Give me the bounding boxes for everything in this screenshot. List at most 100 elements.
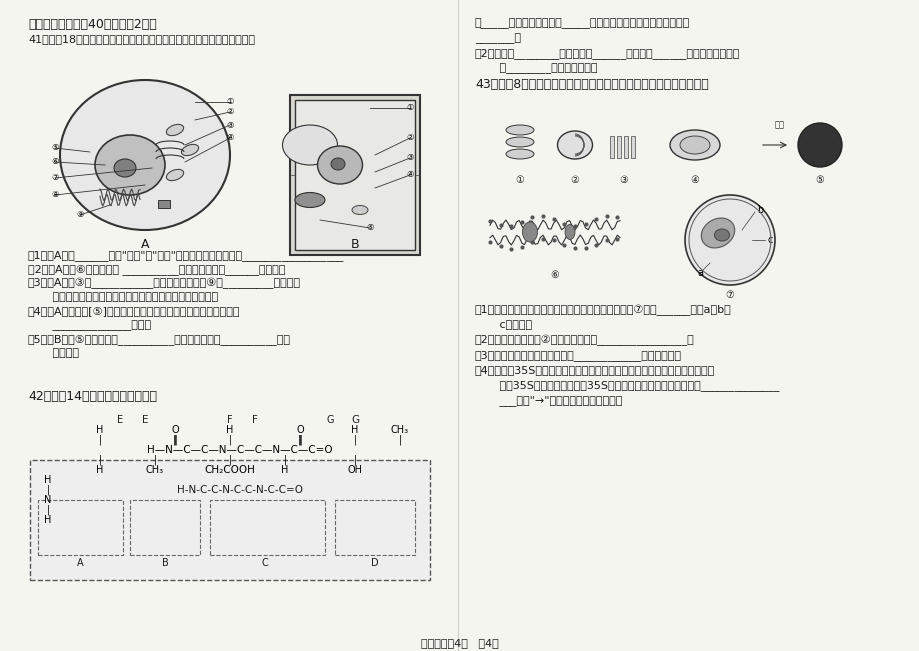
FancyBboxPatch shape <box>289 95 420 255</box>
Text: ___（用"→"和序号表示先后顺序）。: ___（用"→"和序号表示先后顺序）。 <box>474 395 621 406</box>
Text: （1）图A属于______（填"植物"或"动物"）细胞，其主要依据是__________________: （1）图A属于______（填"植物"或"动物"）细胞，其主要依据是______… <box>28 250 344 261</box>
Text: （3）图A中［③］___________的功能是对来自［⑨］_________的蛋白质: （3）图A中［③］___________的功能是对来自［⑨］_________的… <box>28 278 301 289</box>
Text: H: H <box>281 465 289 475</box>
Text: b: b <box>756 205 762 215</box>
Text: ④: ④ <box>226 133 233 143</box>
Text: H: H <box>44 515 51 525</box>
Text: 41、（共18分）下图是细胞的亚显微结构图。请根据图回答下面的问题：: 41、（共18分）下图是细胞的亚显微结构图。请根据图回答下面的问题： <box>28 34 255 44</box>
Text: |: | <box>228 435 232 445</box>
Text: ⑤: ⑤ <box>51 143 59 152</box>
Text: （4）用含有35S标记的氨基酸的培养基培养动物细胞，该细胞能合成并分泌一: （4）用含有35S标记的氨基酸的培养基培养动物细胞，该细胞能合成并分泌一 <box>474 365 714 375</box>
Text: |: | <box>173 435 176 445</box>
Text: CH₃: CH₃ <box>391 425 409 435</box>
Text: ②: ② <box>406 133 414 143</box>
Text: ①: ① <box>406 104 414 113</box>
Text: 要场所。: 要场所。 <box>28 348 79 358</box>
Ellipse shape <box>564 225 574 240</box>
Text: O: O <box>296 425 303 435</box>
Text: ③: ③ <box>406 154 414 163</box>
Text: 高一生物共4页   第4页: 高一生物共4页 第4页 <box>421 638 498 648</box>
FancyBboxPatch shape <box>609 136 613 158</box>
Text: ⑨: ⑨ <box>76 210 84 219</box>
Text: （2）图中有________个肽键，有______个氨基和______个羧基。该化合物: （2）图中有________个肽键，有______个氨基和______个羧基。该… <box>474 48 740 59</box>
Text: F: F <box>252 415 257 425</box>
Text: （4）图A细胞中，[⑤]是动物和低等的植物具有的细胞器，与细胞的: （4）图A细胞中，[⑤]是动物和低等的植物具有的细胞器，与细胞的 <box>28 306 240 316</box>
Text: _______。: _______。 <box>474 33 520 44</box>
Text: F: F <box>227 415 233 425</box>
Text: A: A <box>76 558 84 568</box>
Circle shape <box>797 123 841 167</box>
Ellipse shape <box>317 146 362 184</box>
Text: H: H <box>96 425 104 435</box>
Text: A: A <box>141 238 149 251</box>
Text: ‖: ‖ <box>297 435 302 445</box>
Text: |: | <box>98 455 101 465</box>
FancyBboxPatch shape <box>630 136 634 158</box>
Ellipse shape <box>700 218 734 248</box>
Ellipse shape <box>505 149 533 159</box>
Ellipse shape <box>679 136 709 154</box>
Text: E: E <box>117 415 123 425</box>
Text: G: G <box>350 415 358 425</box>
Text: ⑤: ⑤ <box>815 175 823 185</box>
Text: |: | <box>153 455 156 465</box>
Text: ⑤: ⑤ <box>366 223 373 232</box>
Text: ______________有关。: ______________有关。 <box>28 320 151 331</box>
Ellipse shape <box>522 222 537 242</box>
Text: OH: OH <box>347 465 362 475</box>
Text: |: | <box>283 455 287 465</box>
Text: （3）图中不属于生物膜系统的是____________（填标号）。: （3）图中不属于生物膜系统的是____________（填标号）。 <box>474 350 681 361</box>
Bar <box>158 200 170 208</box>
Text: 由_____个氨基酸分子失去_____个水分子而形成的，这种反应叫做: 由_____个氨基酸分子失去_____个水分子而形成的，这种反应叫做 <box>474 18 689 29</box>
Text: |: | <box>98 435 101 445</box>
Ellipse shape <box>669 130 720 160</box>
Text: 由________种氨基酸组成。: 由________种氨基酸组成。 <box>474 63 596 74</box>
Text: ④: ④ <box>406 171 414 180</box>
Ellipse shape <box>114 159 136 177</box>
Text: ⑧: ⑧ <box>51 191 59 199</box>
Text: c: c <box>766 235 772 245</box>
Text: E: E <box>142 415 148 425</box>
Text: |: | <box>353 455 357 465</box>
Text: H-N-C-C-N-C-C-N-C-C=O: H-N-C-C-N-C-C-N-C-C=O <box>176 485 302 495</box>
FancyBboxPatch shape <box>617 136 620 158</box>
Text: ⑦: ⑦ <box>51 174 59 182</box>
Text: B: B <box>162 558 168 568</box>
Ellipse shape <box>166 169 184 180</box>
Text: 种含35S的蛋白质。请写出35S在细胞各结构间移动的先后顺序______________: 种含35S的蛋白质。请写出35S在细胞各结构间移动的先后顺序__________… <box>474 380 778 391</box>
Text: 三、非选择题（共40分，每空2分）: 三、非选择题（共40分，每空2分） <box>28 18 156 31</box>
Text: CH₂COOH: CH₂COOH <box>204 465 255 475</box>
Text: C: C <box>261 558 268 568</box>
Text: H: H <box>96 465 104 475</box>
Text: 进行分拣、包装，并分别送到细胞内或细胞外的目的地。: 进行分拣、包装，并分别送到细胞内或细胞外的目的地。 <box>28 292 218 302</box>
Text: O: O <box>171 425 178 435</box>
Ellipse shape <box>166 124 184 135</box>
Text: G: G <box>326 415 334 425</box>
Text: N: N <box>44 495 51 505</box>
Text: （2）观察活细胞中的②常用的染色剂是________________。: （2）观察活细胞中的②常用的染色剂是________________。 <box>474 335 694 346</box>
Ellipse shape <box>95 135 165 195</box>
Text: |: | <box>298 435 301 445</box>
Ellipse shape <box>714 229 729 241</box>
Circle shape <box>685 195 774 285</box>
Ellipse shape <box>282 125 337 165</box>
Text: ③: ③ <box>226 120 233 130</box>
Ellipse shape <box>295 193 324 208</box>
Ellipse shape <box>557 131 592 159</box>
FancyBboxPatch shape <box>30 460 429 580</box>
Text: （2）图A中［⑥］所指的是 __________，它是细胞合成______的场所。: （2）图A中［⑥］所指的是 __________，它是细胞合成______的场所… <box>28 264 285 275</box>
Text: D: D <box>370 558 379 568</box>
Text: ②: ② <box>226 107 233 117</box>
Ellipse shape <box>181 145 199 156</box>
Text: ⑥: ⑥ <box>51 158 59 167</box>
FancyBboxPatch shape <box>295 100 414 250</box>
Text: ①: ① <box>515 175 524 185</box>
Text: c中选）。: c中选）。 <box>474 320 531 330</box>
Ellipse shape <box>352 206 368 214</box>
Text: ②: ② <box>570 175 579 185</box>
Text: H: H <box>351 425 358 435</box>
Text: H: H <box>226 425 233 435</box>
Text: 43、（共8分）下列是细胞的部分结构放大图，请据图回答下列问题: 43、（共8分）下列是细胞的部分结构放大图，请据图回答下列问题 <box>474 78 708 91</box>
Ellipse shape <box>505 137 533 147</box>
Text: |: | <box>46 485 50 495</box>
